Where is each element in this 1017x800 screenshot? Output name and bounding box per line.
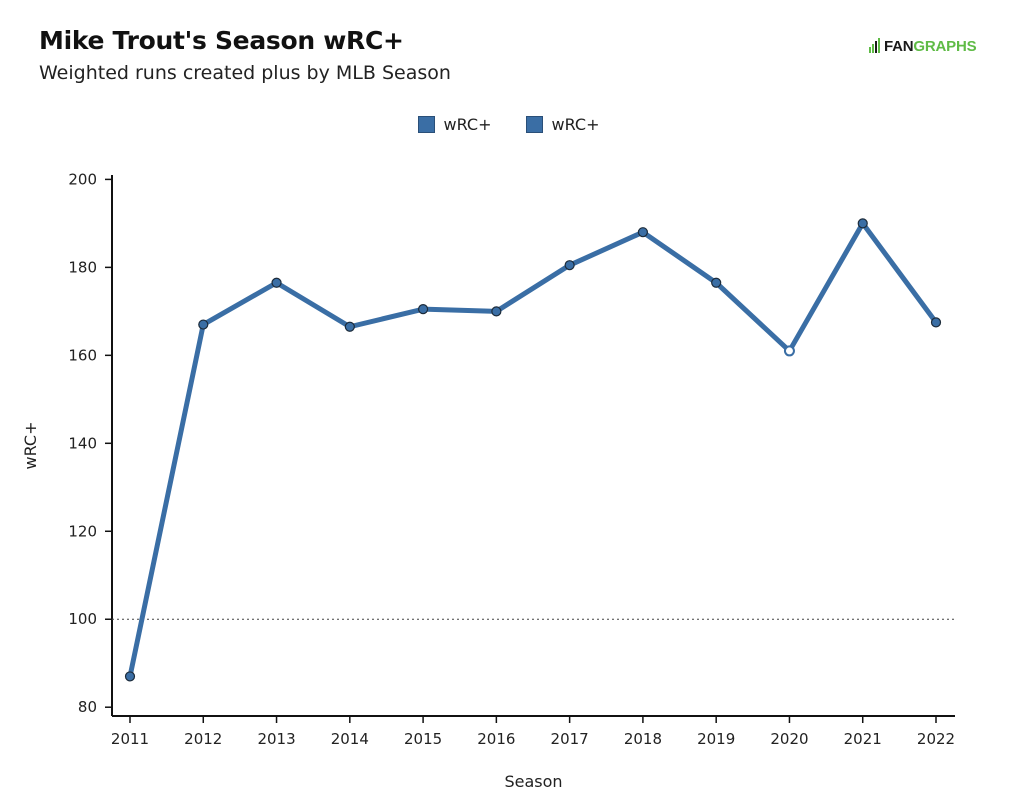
chart-title: Mike Trout's Season wRC+ [39, 26, 404, 55]
y-axis-title: wRC+ [21, 422, 40, 470]
x-tick-label: 2011 [111, 730, 149, 748]
y-tick-label: 80 [78, 698, 97, 716]
x-tick-label: 2012 [184, 730, 222, 748]
data-point-2019 [711, 277, 722, 288]
y-tick-label: 100 [68, 610, 97, 628]
data-point-2012 [198, 319, 209, 330]
x-tick-label: 2019 [697, 730, 735, 748]
data-point-2020 [783, 345, 795, 357]
legend-label: wRC+ [443, 115, 492, 134]
x-tick-label: 2013 [257, 730, 295, 748]
y-tick-label: 160 [68, 346, 97, 364]
chart-subtitle: Weighted runs created plus by MLB Season [39, 62, 451, 84]
data-point-2014 [344, 321, 355, 332]
series-line-wrc [127, 220, 939, 679]
y-tick-label: 180 [68, 258, 97, 276]
x-axis-title: Season [504, 772, 562, 791]
legend-swatch [417, 116, 435, 133]
data-point-2021 [857, 218, 868, 229]
logo-text-graphs: GRAPHS [913, 37, 977, 55]
x-tick-label: 2021 [844, 730, 882, 748]
y-tick-label: 200 [68, 170, 97, 188]
data-point-2015 [417, 304, 429, 315]
y-tick-label: 140 [68, 434, 97, 452]
x-tick-label: 2018 [624, 730, 662, 748]
fangraphs-logo[interactable]: FAN GRAPHS [868, 36, 977, 56]
legend-item[interactable]: wRC+ [525, 115, 600, 134]
x-tick-label: 2014 [331, 730, 369, 748]
x-tick-label: 2015 [404, 730, 442, 748]
fangraphs-logo-icon [869, 38, 880, 53]
x-tick-label: 2022 [917, 730, 955, 748]
data-point-2022 [930, 317, 942, 328]
data-point-2017 [564, 260, 575, 271]
data-point-2013 [271, 277, 282, 288]
data-point-2011 [124, 671, 136, 682]
y-tick-label: 120 [68, 522, 97, 540]
x-tick-label: 2020 [770, 730, 808, 748]
legend-swatch [525, 116, 543, 133]
x-tick-label: 2017 [551, 730, 589, 748]
data-point-2018 [637, 227, 649, 238]
chart-legend: wRC+ wRC+ [0, 115, 1017, 134]
data-point-2016 [491, 306, 502, 317]
legend-item[interactable]: wRC+ [417, 115, 492, 134]
logo-text-fan: FAN [884, 37, 914, 55]
x-tick-label: 2016 [477, 730, 515, 748]
legend-label: wRC+ [551, 115, 600, 134]
